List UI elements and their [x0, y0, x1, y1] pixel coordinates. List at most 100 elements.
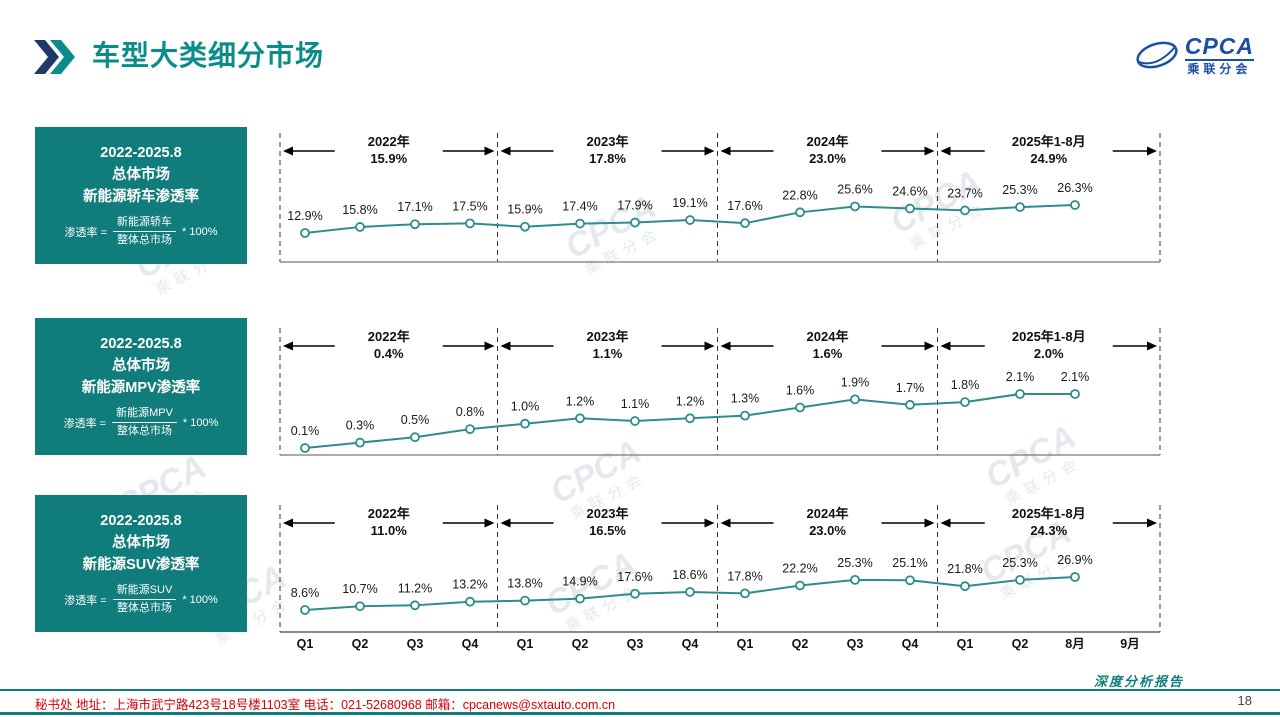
- formula-lhs: 渗透率 =: [64, 226, 107, 239]
- x-axis-label: Q4: [682, 637, 699, 651]
- data-point-marker: [575, 593, 585, 604]
- formula-fraction: 新能源轿车 整体总市场: [113, 215, 176, 248]
- data-point-marker: [1015, 574, 1025, 585]
- formula-denominator: 整体总市场: [117, 234, 172, 247]
- data-point-marker: [300, 605, 310, 615]
- data-point-marker: [795, 402, 805, 413]
- data-point-label: 17.1%: [397, 200, 432, 214]
- data-point-marker: [905, 203, 915, 214]
- formula-numerator: 新能源轿车: [113, 215, 176, 233]
- x-axis-label: Q2: [1012, 637, 1029, 651]
- box-title-line: 总体市场: [112, 534, 170, 551]
- data-point-marker: [685, 215, 695, 225]
- data-point-label: 26.9%: [1057, 553, 1092, 567]
- data-point-label: 17.9%: [617, 199, 652, 213]
- data-point-label: 14.9%: [562, 575, 597, 589]
- arrowhead-left-icon: [720, 146, 731, 156]
- data-point-label: 12.9%: [287, 209, 322, 223]
- data-point-label: 1.1%: [621, 397, 650, 411]
- arrowhead-right-icon: [704, 146, 715, 156]
- logo-subtext: 乘联分会: [1187, 62, 1252, 77]
- line-chart-nev-suv: 2022年 11.0% 2023年 16.5% 2024年 23.0% 2025年1-8月 2…: [279, 505, 1161, 651]
- data-point-marker: [795, 207, 805, 218]
- data-point-label: 17.4%: [562, 200, 597, 214]
- x-axis-label: Q1: [297, 637, 314, 651]
- x-axis-label: Q3: [407, 637, 424, 651]
- year-segment-value: 11.0%: [371, 523, 408, 538]
- year-segment-value: 23.0%: [809, 151, 846, 166]
- x-axis-label: 8月: [1065, 637, 1084, 651]
- arrowhead-left-icon: [500, 518, 511, 528]
- data-point-label: 1.0%: [511, 400, 540, 414]
- year-segment-value: 2.0%: [1034, 346, 1064, 361]
- data-point-marker: [630, 588, 640, 599]
- data-point-marker: [355, 601, 365, 612]
- arrowhead-left-icon: [500, 146, 511, 156]
- data-point-marker: [630, 217, 640, 228]
- x-axis-label: Q4: [462, 637, 479, 651]
- footer-contact-info: 秘书处 地址：上海市武宁路423号18号楼1103室 电话：021-526809…: [35, 698, 616, 712]
- chart-label-box-sedan: 2022-2025.8 总体市场 新能源轿车渗透率 渗透率 = 新能源轿车 整体…: [35, 127, 247, 264]
- logo-text: CPCA: [1184, 34, 1254, 62]
- data-point-marker: [685, 587, 695, 597]
- x-axis-label: 9月: [1120, 637, 1139, 651]
- data-point-label: 0.5%: [401, 413, 430, 427]
- arrowhead-right-icon: [704, 341, 715, 351]
- data-point-label: 2.1%: [1061, 370, 1090, 384]
- year-segment-label: 2022年: [368, 134, 410, 149]
- year-segment-value: 1.1%: [593, 346, 623, 361]
- x-axis-label: Q2: [792, 637, 809, 651]
- x-axis-label: Q1: [957, 637, 974, 651]
- arrowhead-right-icon: [924, 518, 935, 528]
- data-point-label: 1.9%: [841, 375, 870, 389]
- x-axis-label: Q2: [352, 637, 369, 651]
- page-number: 18: [1237, 693, 1252, 708]
- data-point-label: 24.6%: [892, 185, 927, 199]
- year-segment-label: 2023年: [587, 134, 629, 149]
- year-segment-label: 2024年: [807, 134, 849, 149]
- data-point-label: 17.6%: [727, 199, 762, 213]
- line-chart-nev-mpv: 2022年 0.4% 2023年 1.1% 2024年 1.6% 2025年1-8月 2.0%…: [279, 328, 1161, 456]
- data-point-label: 13.8%: [507, 577, 542, 591]
- data-point-marker: [410, 600, 420, 611]
- data-point-marker: [465, 596, 475, 607]
- year-segment-value: 24.3%: [1030, 523, 1067, 538]
- data-point-marker: [850, 201, 860, 212]
- box-title-line: 总体市场: [112, 357, 170, 374]
- data-point-marker: [465, 218, 475, 229]
- data-point-label: 13.2%: [452, 578, 487, 592]
- arrowhead-right-icon: [484, 146, 495, 156]
- year-segment-label: 2025年1-8月: [1012, 506, 1086, 521]
- title-chevrons-icon: [34, 40, 75, 74]
- data-point-marker: [520, 595, 530, 606]
- penetration-formula: 渗透率 = 新能源MPV 整体总市场 * 100%: [41, 406, 241, 439]
- data-point-marker: [685, 413, 695, 424]
- data-point-marker: [740, 588, 750, 599]
- year-segment-label: 2025年1-8月: [1012, 329, 1086, 344]
- data-point-label: 0.8%: [456, 405, 485, 419]
- arrowhead-right-icon: [484, 341, 495, 351]
- data-point-marker: [1015, 389, 1025, 399]
- data-point-label: 1.2%: [676, 394, 705, 408]
- x-axis-label: Q2: [572, 637, 589, 651]
- x-axis-label: Q3: [627, 637, 644, 651]
- data-point-marker: [300, 228, 310, 238]
- box-title-line: 2022-2025.8: [100, 513, 182, 530]
- data-point-marker: [1070, 572, 1080, 582]
- arrowhead-right-icon: [924, 341, 935, 351]
- data-point-marker: [960, 397, 970, 407]
- arrowhead-left-icon: [720, 518, 731, 528]
- x-axis-label: Q1: [517, 637, 534, 651]
- formula-rhs: * 100%: [182, 225, 218, 238]
- data-point-marker: [575, 413, 585, 424]
- page-title: 车型大类细分市场: [92, 40, 325, 71]
- formula-fraction: 新能源MPV 整体总市场: [112, 406, 177, 439]
- x-axis-label: Q3: [847, 637, 864, 651]
- formula-denominator: 整体总市场: [117, 425, 172, 438]
- arrowhead-right-icon: [1147, 146, 1157, 156]
- x-axis-label: Q4: [902, 637, 919, 651]
- arrowhead-left-icon: [720, 341, 731, 351]
- formula-numerator: 新能源SUV: [112, 583, 177, 601]
- x-axis-label: Q1: [737, 637, 754, 651]
- line-chart-nev-sedan: 2022年 15.9% 2023年 17.8% 2024年 23.0% 2025年1-8月 2…: [279, 133, 1161, 263]
